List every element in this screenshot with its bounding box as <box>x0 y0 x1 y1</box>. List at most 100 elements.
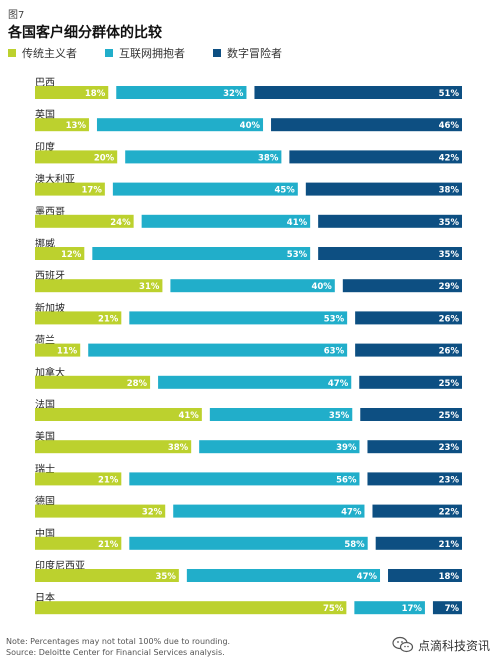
watermark: 点滴科技资讯 <box>392 636 490 654</box>
data-label-internet-embracers: 47% <box>357 572 378 582</box>
bar-internet-embracers <box>92 247 311 260</box>
bar-internet-embracers <box>129 311 348 325</box>
legend-label-digital-adventurers: 数字冒险者 <box>227 47 282 60</box>
category-label: 澳大利亚 <box>35 173 75 186</box>
data-label-traditionalists: 24% <box>110 218 131 228</box>
bar-digital-adventurers <box>355 311 462 325</box>
data-label-internet-embracers: 56% <box>336 475 357 485</box>
bar-traditionalists <box>35 214 134 228</box>
category-label: 中国 <box>35 527 55 540</box>
data-label-digital-adventurers: 18% <box>439 572 460 582</box>
data-label-internet-embracers: 40% <box>311 282 332 292</box>
bar-traditionalists <box>35 150 118 164</box>
data-label-traditionalists: 11% <box>57 347 78 357</box>
legend-label-internet-embracers: 互联网拥抱者 <box>119 47 185 60</box>
bar-digital-adventurers <box>355 343 462 357</box>
bar-internet-embracers <box>199 440 360 454</box>
data-label-digital-adventurers: 42% <box>439 153 460 163</box>
category-label: 德国 <box>35 495 55 508</box>
data-label-internet-embracers: 41% <box>287 218 308 228</box>
bar-digital-adventurers <box>360 408 462 421</box>
bar-digital-adventurers <box>359 375 462 389</box>
data-label-internet-embracers: 38% <box>258 153 279 163</box>
data-label-traditionalists: 28% <box>127 379 148 389</box>
data-label-traditionalists: 13% <box>66 121 87 131</box>
bar-digital-adventurers <box>318 247 462 260</box>
data-label-digital-adventurers: 29% <box>439 282 460 292</box>
bar-traditionalists <box>35 601 347 615</box>
data-label-internet-embracers: 39% <box>336 443 357 453</box>
category-label: 印度尼西亚 <box>35 559 85 572</box>
bar-digital-adventurers <box>367 440 462 454</box>
legend-item-digital-adventurers: 数字冒险者 <box>213 45 282 61</box>
data-label-internet-embracers: 47% <box>328 379 349 389</box>
bar-digital-adventurers <box>305 182 462 196</box>
bar-digital-adventurers <box>367 472 462 486</box>
bar-traditionalists <box>35 375 151 389</box>
bar-digital-adventurers <box>342 279 462 293</box>
data-label-traditionalists: 20% <box>94 153 115 163</box>
bar-digital-adventurers <box>271 118 462 132</box>
data-label-internet-embracers: 35% <box>329 411 350 421</box>
legend-swatch-digital-adventurers <box>213 49 221 57</box>
data-label-digital-adventurers: 35% <box>439 218 460 228</box>
data-label-traditionalists: 35% <box>155 572 176 582</box>
category-label: 美国 <box>35 430 55 443</box>
data-label-digital-adventurers: 7% <box>445 604 460 614</box>
bar-internet-embracers <box>125 150 282 164</box>
data-label-digital-adventurers: 23% <box>439 475 460 485</box>
legend-item-internet-embracers: 互联网拥抱者 <box>105 45 185 61</box>
bar-digital-adventurers <box>254 86 462 99</box>
bar-traditionalists <box>35 86 109 99</box>
source-note: Source: Deloitte Center for Financial Se… <box>6 648 225 657</box>
bar-traditionalists <box>35 311 122 325</box>
data-label-digital-adventurers: 25% <box>439 379 460 389</box>
data-label-traditionalists: 31% <box>139 282 160 292</box>
figure-label: 图7 <box>8 10 25 21</box>
legend-swatch-traditionalists <box>8 49 16 57</box>
legend: 传统主义者 互联网拥抱者 数字冒险者 <box>8 46 310 60</box>
bar-traditionalists <box>35 408 202 421</box>
data-label-internet-embracers: 63% <box>324 347 345 357</box>
bar-traditionalists <box>35 472 122 486</box>
legend-swatch-internet-embracers <box>105 49 113 57</box>
data-label-traditionalists: 12% <box>61 250 82 260</box>
data-label-traditionalists: 17% <box>82 186 103 196</box>
data-label-traditionalists: 18% <box>85 89 106 99</box>
data-label-internet-embracers: 58% <box>344 540 365 550</box>
data-label-internet-embracers: 47% <box>341 508 362 518</box>
data-label-internet-embracers: 32% <box>223 89 244 99</box>
bar-internet-embracers <box>354 601 425 615</box>
bar-internet-embracers <box>186 569 381 582</box>
data-label-traditionalists: 21% <box>98 475 119 485</box>
category-label: 法国 <box>35 398 55 411</box>
data-label-digital-adventurers: 22% <box>439 508 460 518</box>
bar-digital-adventurers <box>372 504 462 518</box>
watermark-text: 点滴科技资讯 <box>417 638 490 653</box>
data-label-traditionalists: 32% <box>142 508 163 518</box>
bar-internet-embracers <box>129 472 360 486</box>
data-label-digital-adventurers: 46% <box>439 121 460 131</box>
rounding-note: Note: Percentages may not total 100% due… <box>6 637 231 646</box>
bar-internet-embracers <box>112 182 298 196</box>
category-label: 日本 <box>35 591 55 604</box>
bar-digital-adventurers <box>388 569 462 582</box>
data-label-traditionalists: 38% <box>168 443 189 453</box>
data-label-digital-adventurers: 26% <box>439 347 460 357</box>
bar-digital-adventurers <box>289 150 462 164</box>
data-label-digital-adventurers: 26% <box>439 314 460 324</box>
data-label-digital-adventurers: 21% <box>439 540 460 550</box>
bar-internet-embracers <box>158 375 352 389</box>
category-label: 瑞士 <box>35 462 55 475</box>
bar-traditionalists <box>35 118 89 132</box>
bar-internet-embracers <box>141 214 311 228</box>
bar-digital-adventurers <box>432 601 462 615</box>
bar-internet-embracers <box>209 408 353 421</box>
data-label-digital-adventurers: 23% <box>439 443 460 453</box>
bar-internet-embracers <box>173 504 365 518</box>
bar-traditionalists <box>35 504 166 518</box>
data-label-digital-adventurers: 35% <box>439 250 460 260</box>
bar-traditionalists <box>35 247 85 260</box>
bar-traditionalists <box>35 569 179 582</box>
data-label-traditionalists: 21% <box>98 540 119 550</box>
